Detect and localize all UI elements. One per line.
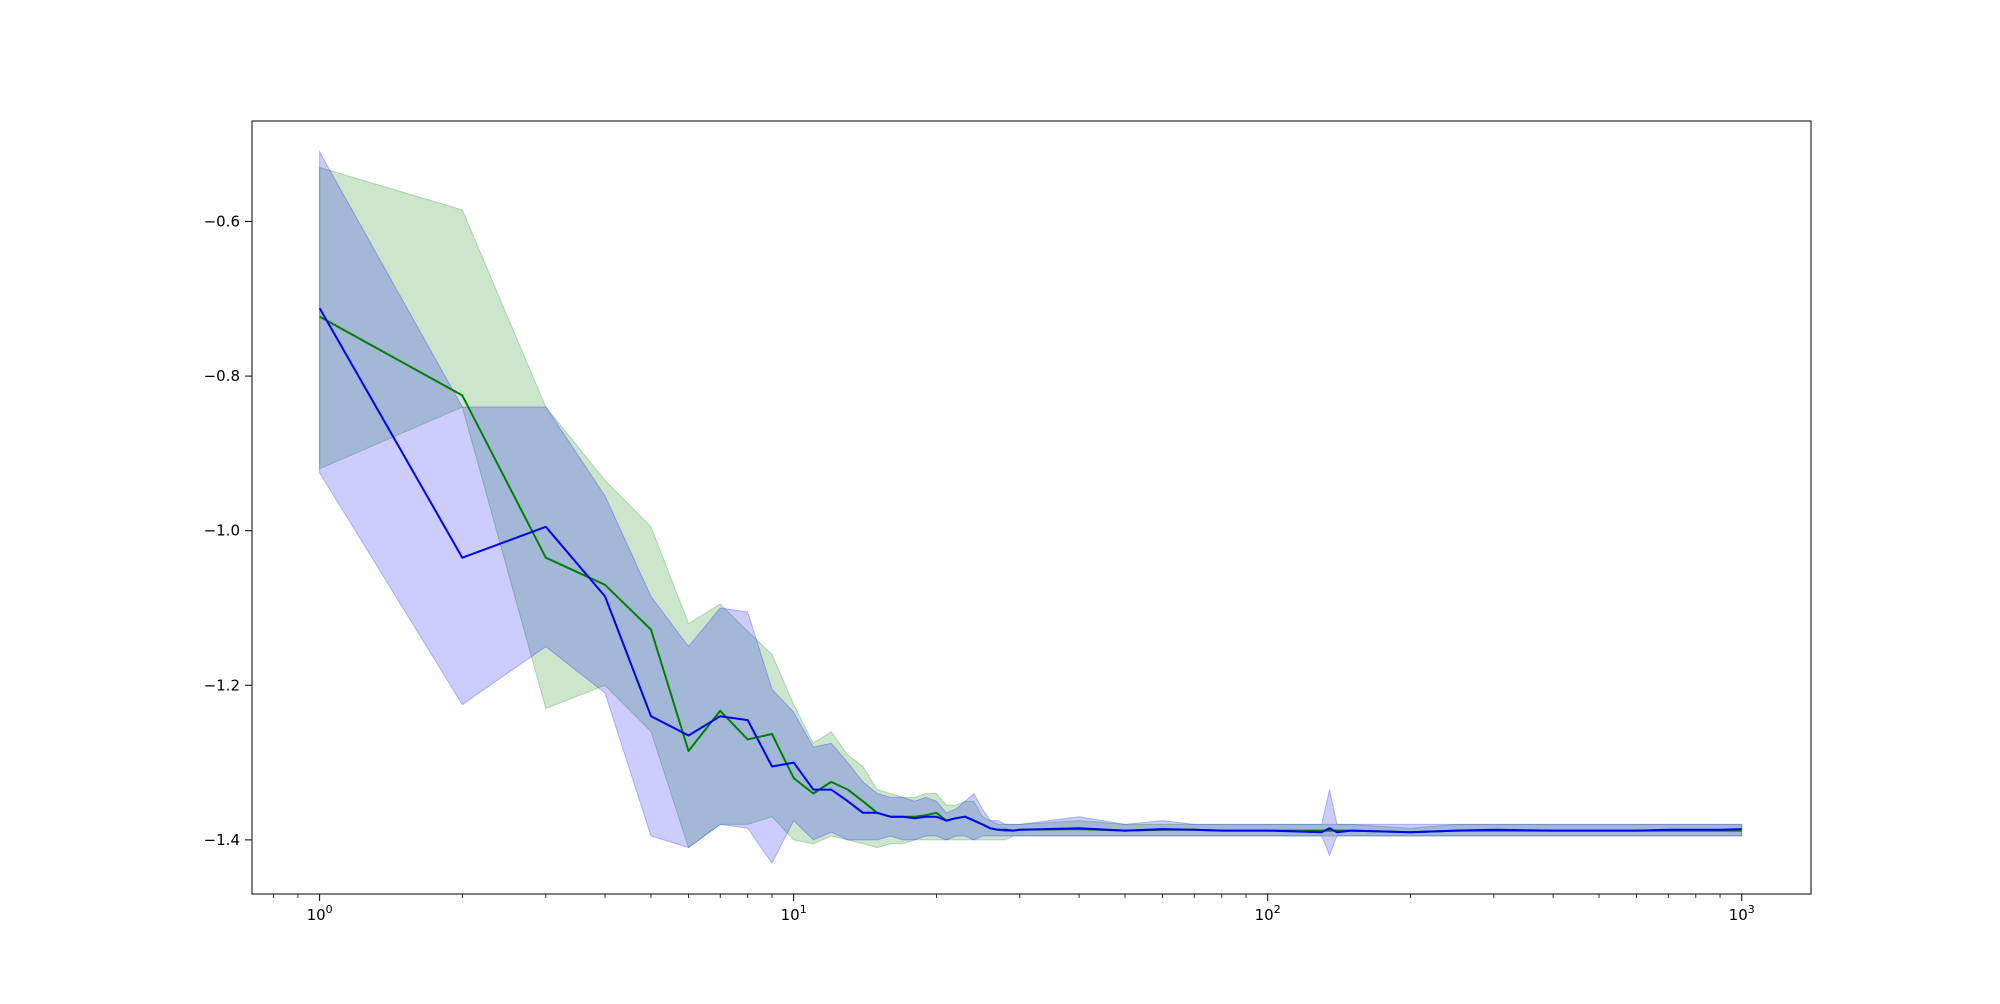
bands-layer — [319, 149, 1743, 865]
plot-frame — [251, 120, 1812, 895]
y-tick-label-1: −0.6 — [204, 212, 240, 230]
series-2-line — [318, 307, 1742, 834]
y-axis: −0.6 −0.8 −1.0 −1.2 −1.4 — [204, 212, 252, 849]
y-tick-label-3: −1.0 — [204, 522, 240, 540]
x-axis: 100 101 102 103 — [273, 894, 1755, 924]
y-tick-label-5: −1.4 — [204, 831, 240, 849]
x-tick-label-4: 103 — [1729, 903, 1755, 924]
y-tick-label-4: −1.2 — [204, 676, 240, 694]
x-tick-label-2: 101 — [781, 903, 807, 924]
series-2-confidence-band — [319, 149, 1743, 865]
x-tick-label-1: 100 — [307, 903, 333, 924]
plot-area — [252, 121, 1811, 894]
y-tick-label-2: −0.8 — [204, 367, 240, 385]
x-tick-label-3: 102 — [1255, 903, 1281, 924]
series-1-confidence-band — [319, 166, 1743, 849]
lines-layer — [318, 307, 1742, 834]
